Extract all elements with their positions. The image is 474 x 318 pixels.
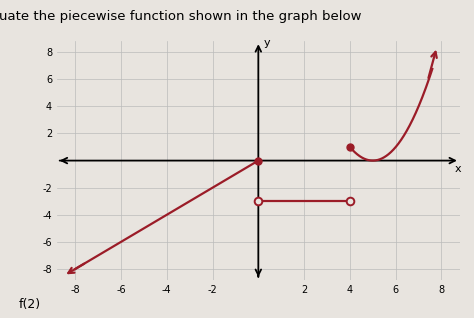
Text: y: y <box>264 38 271 48</box>
Text: x: x <box>454 164 461 174</box>
Text: Evaluate the piecewise function shown in the graph below: Evaluate the piecewise function shown in… <box>0 10 361 23</box>
Text: f(2): f(2) <box>19 299 41 311</box>
